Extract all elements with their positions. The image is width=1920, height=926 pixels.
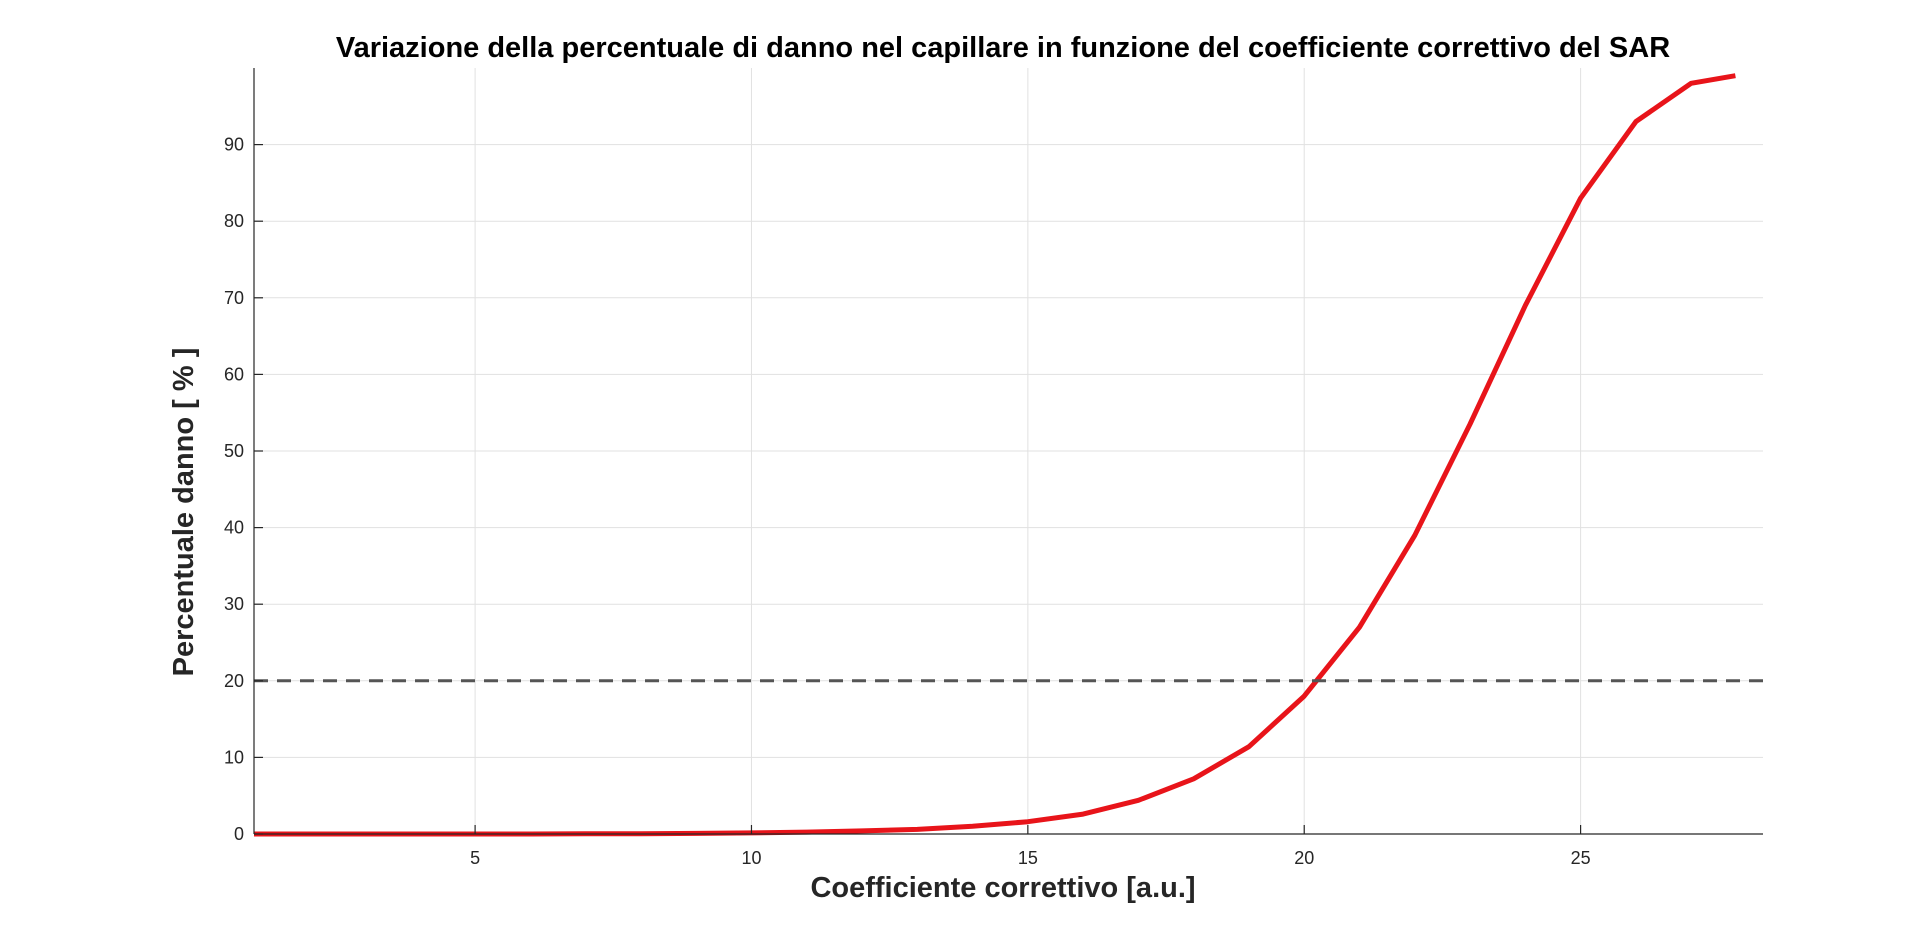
axes (253, 68, 1763, 835)
y-tick-label: 60 (224, 364, 244, 384)
y-axis-label: Percentuale danno [ % ] (168, 348, 200, 677)
y-tick-label: 40 (224, 518, 244, 538)
x-tick-label: 10 (741, 848, 761, 868)
x-tick-label: 5 (470, 848, 480, 868)
y-tick-label: 20 (224, 671, 244, 691)
y-tick-label: 0 (234, 824, 244, 844)
x-tick-label: 20 (1294, 848, 1314, 868)
y-tick-label: 50 (224, 441, 244, 461)
grid (254, 68, 1763, 834)
tick-labels: 5 10 15 20 25 0 10 20 30 40 50 60 70 80 90 (224, 135, 1591, 868)
y-tick-label: 30 (224, 594, 244, 614)
y-tick-label: 90 (224, 135, 244, 155)
x-axis-label: Coefficiente correttivo [a.u.] (810, 872, 1195, 904)
y-tick-label: 10 (224, 747, 244, 767)
chart-title: Variazione della percentuale di danno ne… (336, 32, 1670, 64)
x-tick-label: 25 (1571, 848, 1591, 868)
y-tick-label: 80 (224, 211, 244, 231)
x-tick-label: 15 (1018, 848, 1038, 868)
y-tick-label: 70 (224, 288, 244, 308)
